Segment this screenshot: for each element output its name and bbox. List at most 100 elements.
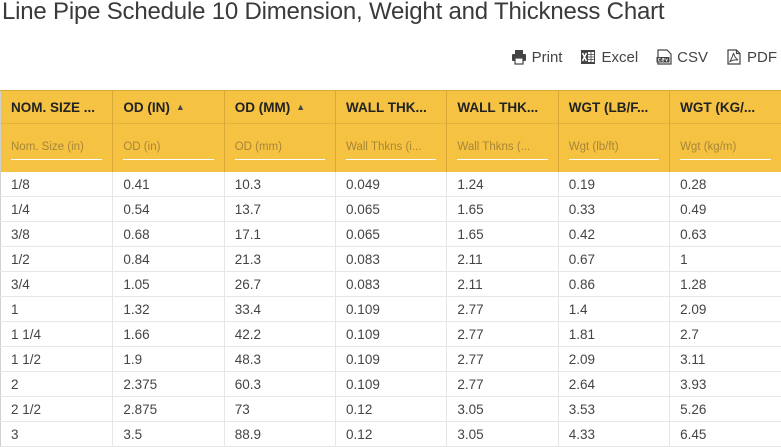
table-cell: 1.65	[447, 222, 558, 247]
table-cell: 3/4	[1, 272, 113, 297]
pdf-file-icon	[726, 49, 742, 65]
table-cell: 1 1/2	[1, 347, 113, 372]
table-cell: 2.875	[113, 397, 224, 422]
table-cell: 10.3	[224, 172, 335, 197]
filter-input-od-mm[interactable]	[235, 137, 325, 160]
filter-input-wgt-lb-ft[interactable]	[569, 137, 659, 160]
table-cell: 0.54	[113, 197, 224, 222]
filter-input-wall-thk-mm[interactable]	[457, 137, 547, 160]
table-cell: 0.19	[558, 172, 669, 197]
csv-label: CSV	[677, 49, 708, 66]
table-cell: 0.109	[336, 297, 447, 322]
table-cell: 2.64	[558, 372, 669, 397]
table-cell: 1.4	[558, 297, 669, 322]
excel-label: Excel	[601, 49, 638, 66]
table-cell: 1	[670, 247, 781, 272]
table-cell: 1.65	[447, 197, 558, 222]
table-cell: 0.68	[113, 222, 224, 247]
table-cell: 1/2	[1, 247, 113, 272]
table-cell: 0.12	[336, 397, 447, 422]
table-cell: 1/4	[1, 197, 113, 222]
table-cell: 73	[224, 397, 335, 422]
table-cell: 0.109	[336, 347, 447, 372]
table-cell: 0.42	[558, 222, 669, 247]
table-cell: 21.3	[224, 247, 335, 272]
print-label: Print	[532, 49, 563, 66]
table-cell: 1.05	[113, 272, 224, 297]
table-cell: 2.77	[447, 322, 558, 347]
table-cell: 1.32	[113, 297, 224, 322]
table-cell: 2 1/2	[1, 397, 113, 422]
table-cell: 1/8	[1, 172, 113, 197]
filter-input-wgt-kg-m[interactable]	[680, 137, 771, 160]
filter-input-wall-thk-in[interactable]	[346, 137, 436, 160]
excel-button[interactable]: Excel	[580, 49, 638, 66]
pipe-dimension-table: NOM. SIZE ... OD (IN)▲ OD (MM)▲ WALL THK…	[0, 90, 781, 447]
column-header-wgt-kg-m[interactable]: WGT (KG/...	[670, 91, 781, 124]
filter-row	[1, 124, 781, 173]
table-cell: 1	[1, 297, 113, 322]
pdf-button[interactable]: PDF	[726, 49, 777, 66]
csv-file-icon	[656, 49, 672, 65]
table-cell: 0.33	[558, 197, 669, 222]
column-header-wgt-lb-ft[interactable]: WGT (LB/F...	[558, 91, 669, 124]
column-header-wall-thk-in[interactable]: WALL THK...	[336, 91, 447, 124]
table-cell: 1.28	[670, 272, 781, 297]
table-cell: 60.3	[224, 372, 335, 397]
sort-arrow-icon: ▲	[176, 102, 185, 112]
column-header-nom-size[interactable]: NOM. SIZE ...	[1, 91, 113, 124]
table-cell: 0.083	[336, 272, 447, 297]
table-cell: 2.375	[113, 372, 224, 397]
filter-input-od-in[interactable]	[123, 137, 213, 160]
table-cell: 0.049	[336, 172, 447, 197]
table-cell: 0.083	[336, 247, 447, 272]
table-cell: 3/8	[1, 222, 113, 247]
table-cell: 0.67	[558, 247, 669, 272]
table-cell: 0.86	[558, 272, 669, 297]
excel-file-icon	[580, 49, 596, 65]
table-cell: 2.09	[670, 297, 781, 322]
table-cell: 0.41	[113, 172, 224, 197]
column-header-od-mm[interactable]: OD (MM)▲	[224, 91, 335, 124]
header-row: NOM. SIZE ... OD (IN)▲ OD (MM)▲ WALL THK…	[1, 91, 781, 124]
table-cell: 2.7	[670, 322, 781, 347]
table-cell: 2.77	[447, 347, 558, 372]
csv-button[interactable]: CSV	[656, 49, 708, 66]
column-header-wall-thk-mm[interactable]: WALL THK...	[447, 91, 558, 124]
table-cell: 0.49	[670, 197, 781, 222]
table-cell: 13.7	[224, 197, 335, 222]
table-cell: 0.63	[670, 222, 781, 247]
export-toolbar: Print Excel CSV	[511, 45, 777, 69]
table-cell: 0.065	[336, 222, 447, 247]
table-cell: 0.84	[113, 247, 224, 272]
pdf-label: PDF	[747, 49, 777, 66]
table-cell: 1.9	[113, 347, 224, 372]
table-cell: 3.05	[447, 397, 558, 422]
table-cell: 42.2	[224, 322, 335, 347]
column-header-od-in[interactable]: OD (IN)▲	[113, 91, 224, 124]
table-cell: 3.53	[558, 397, 669, 422]
table-cell: 0.109	[336, 322, 447, 347]
table-cell: 3.93	[670, 372, 781, 397]
table-cell: 1 1/4	[1, 322, 113, 347]
table-cell: 2.09	[558, 347, 669, 372]
page-title: Line Pipe Schedule 10 Dimension, Weight …	[2, 0, 664, 26]
print-button[interactable]: Print	[511, 49, 563, 66]
table-cell: 2.77	[447, 297, 558, 322]
table-cell: 0.109	[336, 372, 447, 397]
table-cell: 33.4	[224, 297, 335, 322]
table-cell: 5.26	[670, 397, 781, 422]
sort-arrow-icon: ▲	[296, 102, 305, 112]
table-cell: 3.11	[670, 347, 781, 372]
table-cell: 1.66	[113, 322, 224, 347]
filter-input-nom-size[interactable]	[11, 137, 102, 160]
